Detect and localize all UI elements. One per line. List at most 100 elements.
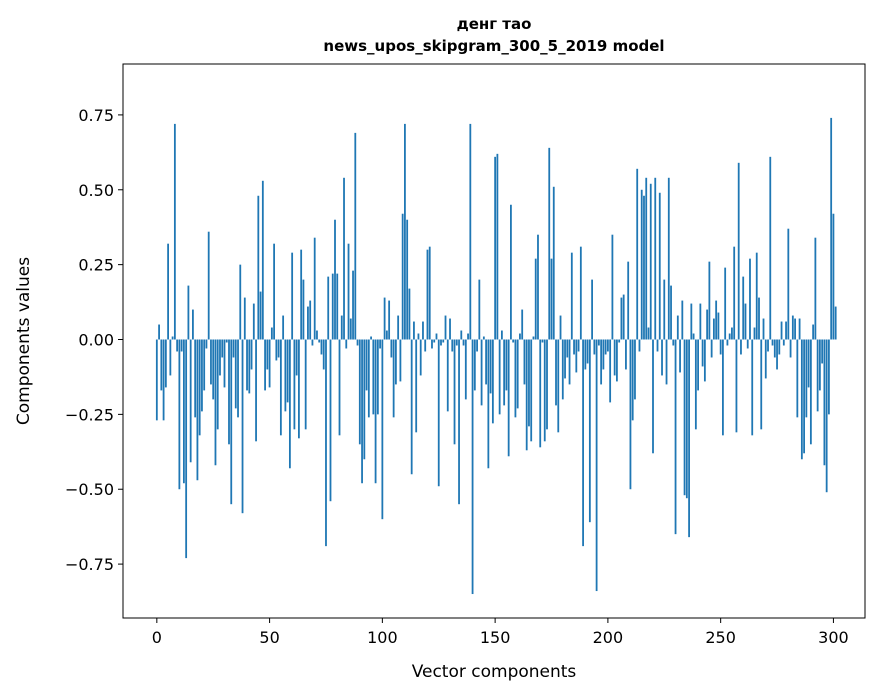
bar-132 — [453, 339, 456, 445]
bar-111 — [406, 219, 409, 340]
bar-52 — [273, 243, 275, 340]
bar-276 — [778, 339, 781, 355]
bar-136 — [462, 339, 465, 346]
bar-215 — [640, 189, 643, 340]
bar-113 — [410, 339, 413, 475]
bar-250 — [719, 339, 722, 355]
bars-group — [155, 117, 837, 595]
bar-26 — [214, 339, 217, 466]
bar-25 — [212, 339, 215, 400]
bar-200 — [606, 339, 609, 352]
bar-94 — [367, 339, 370, 418]
bar-263 — [749, 258, 751, 340]
bar-80 — [336, 273, 339, 340]
bar-299 — [830, 117, 833, 340]
bar-273 — [771, 339, 774, 346]
bar-256 — [733, 246, 736, 340]
bar-265 — [753, 327, 756, 340]
bar-29 — [221, 339, 224, 358]
bar-218 — [647, 327, 650, 340]
bar-177 — [555, 339, 557, 406]
bar-69 — [311, 339, 314, 346]
bar-176 — [552, 186, 555, 340]
x-tick-label: 250 — [705, 628, 736, 647]
bar-272 — [769, 156, 772, 340]
bar-67 — [307, 306, 309, 340]
bar-89 — [356, 339, 359, 346]
bar-219 — [649, 183, 652, 340]
bar-7 — [171, 336, 174, 340]
bar-267 — [758, 297, 760, 340]
x-tick-label: 50 — [259, 628, 279, 647]
bar-155 — [505, 339, 508, 391]
bar-90 — [358, 339, 361, 445]
bar-129 — [446, 339, 449, 412]
bar-49 — [266, 339, 269, 370]
bar-147 — [487, 339, 490, 469]
bar-130 — [449, 318, 451, 340]
bar-296 — [823, 339, 826, 466]
bar-144 — [480, 339, 483, 406]
bar-178 — [557, 339, 560, 433]
bar-159 — [514, 339, 517, 418]
bar-124 — [435, 333, 438, 340]
y-tick-label: −0.25 — [65, 405, 114, 424]
bar-62 — [295, 339, 298, 376]
bar-76 — [327, 276, 330, 340]
x-tick-label: 300 — [818, 628, 849, 647]
bar-92 — [363, 339, 366, 460]
x-tick-label: 200 — [593, 628, 624, 647]
bar-47 — [261, 180, 264, 340]
bar-192 — [588, 339, 591, 523]
bar-36 — [237, 339, 239, 418]
bar-197 — [600, 339, 603, 385]
bar-179 — [559, 315, 562, 340]
bar-288 — [805, 339, 808, 418]
bar-242 — [701, 339, 704, 367]
bar-254 — [728, 333, 731, 340]
bar-284 — [796, 339, 799, 418]
bar-27 — [216, 339, 219, 430]
bar-57 — [284, 339, 287, 412]
bar-61 — [293, 339, 296, 430]
bar-243 — [703, 339, 706, 382]
bar-289 — [807, 339, 810, 388]
bar-11 — [180, 339, 183, 352]
bar-123 — [433, 339, 436, 343]
bar-78 — [331, 273, 334, 340]
bar-280 — [787, 228, 790, 340]
y-axis-label: Components values — [14, 257, 34, 425]
bar-6 — [169, 339, 172, 376]
bar-41 — [248, 339, 251, 394]
bar-55 — [279, 339, 282, 436]
bar-134 — [458, 339, 460, 505]
bar-196 — [597, 339, 600, 346]
bar-210 — [629, 339, 632, 490]
bar-119 — [424, 339, 427, 352]
y-tick-label: −0.50 — [65, 480, 114, 499]
bar-63 — [298, 339, 300, 439]
bar-252 — [724, 267, 727, 340]
bar-4 — [164, 339, 167, 388]
bar-34 — [232, 339, 235, 358]
bar-38 — [241, 339, 244, 514]
bar-292 — [814, 237, 817, 340]
bar-191 — [586, 339, 589, 364]
bar-201 — [609, 339, 612, 403]
chart-title: денг тао — [457, 15, 532, 33]
y-axis-ticks: −0.75 −0.50 −0.25 0.00 0.25 0.50 0.75 — [65, 106, 123, 574]
bar-20 — [201, 339, 203, 412]
bar-270 — [764, 339, 767, 379]
bar-164 — [525, 339, 528, 451]
bar-158 — [512, 339, 515, 343]
bar-8 — [173, 123, 176, 340]
bar-190 — [584, 339, 587, 370]
bar-282 — [791, 315, 794, 340]
bar-37 — [239, 264, 242, 340]
bar-168 — [534, 258, 537, 340]
bar-97 — [374, 339, 377, 484]
bar-106 — [394, 339, 397, 385]
x-tick-label: 150 — [480, 628, 511, 647]
bar-100 — [381, 339, 384, 520]
